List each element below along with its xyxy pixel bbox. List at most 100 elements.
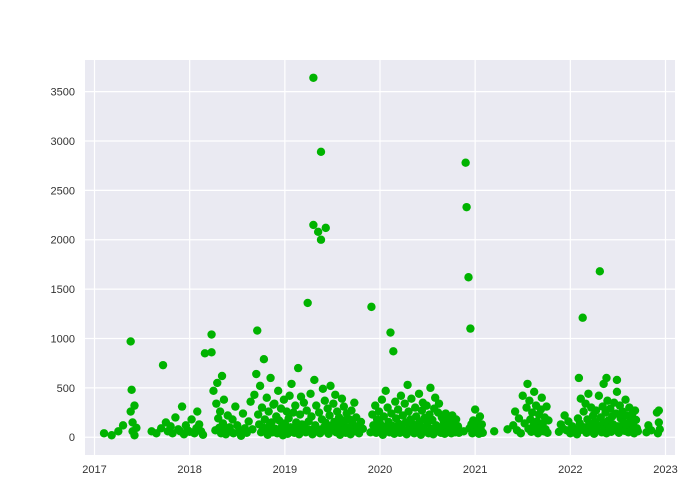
- scatter-point: [471, 405, 479, 413]
- scatter-point: [466, 324, 474, 332]
- scatter-point: [326, 382, 334, 390]
- scatter-point: [291, 401, 299, 409]
- y-tick-label: 500: [57, 383, 75, 395]
- scatter-point: [389, 347, 397, 355]
- scatter-point: [250, 391, 258, 399]
- scatter-point: [579, 407, 587, 415]
- scatter-point: [634, 427, 642, 435]
- scatter-point: [209, 387, 217, 395]
- scatter-point: [632, 416, 640, 424]
- scatter-point: [407, 395, 415, 403]
- scatter-point: [159, 361, 167, 369]
- scatter-chart: 2017201820192020202120222023050010001500…: [0, 0, 700, 500]
- scatter-point: [314, 228, 322, 236]
- scatter-point: [127, 386, 135, 394]
- scatter-point: [321, 396, 329, 404]
- scatter-point: [655, 406, 663, 414]
- scatter-point: [126, 337, 134, 345]
- scatter-point: [130, 401, 138, 409]
- scatter-point: [100, 429, 108, 437]
- y-tick-label: 1500: [51, 284, 75, 296]
- y-tick-label: 3500: [51, 87, 75, 99]
- scatter-point: [347, 406, 355, 414]
- scatter-point: [602, 374, 610, 382]
- scatter-point: [631, 406, 639, 414]
- scatter-point: [231, 402, 239, 410]
- scatter-point: [543, 429, 551, 437]
- y-tick-label: 1000: [51, 333, 75, 345]
- scatter-point: [285, 392, 293, 400]
- scatter-point: [544, 416, 552, 424]
- scatter-point: [252, 370, 260, 378]
- scatter-point: [220, 396, 228, 404]
- scatter-point: [248, 425, 256, 433]
- scatter-point: [260, 355, 268, 363]
- scatter-point: [253, 326, 261, 334]
- y-tick-label: 2000: [51, 235, 75, 247]
- scatter-point: [216, 407, 224, 415]
- scatter-point: [239, 409, 247, 417]
- scatter-point: [575, 374, 583, 382]
- scatter-point: [317, 236, 325, 244]
- scatter-point: [329, 399, 337, 407]
- x-tick-label: 2020: [368, 464, 392, 476]
- scatter-point: [317, 148, 325, 156]
- scatter-point: [207, 348, 215, 356]
- x-tick-label: 2018: [177, 464, 201, 476]
- scatter-point: [322, 224, 330, 232]
- scatter-point: [519, 392, 527, 400]
- scatter-point: [264, 407, 272, 415]
- scatter-point: [382, 387, 390, 395]
- scatter-point: [294, 364, 302, 372]
- scatter-point: [319, 385, 327, 393]
- scatter-point: [584, 390, 592, 398]
- y-tick-label: 3000: [51, 136, 75, 148]
- scatter-point: [270, 399, 278, 407]
- scatter-point: [538, 394, 546, 402]
- scatter-point: [378, 396, 386, 404]
- scatter-point: [309, 221, 317, 229]
- scatter-point: [274, 387, 282, 395]
- scatter-point: [386, 328, 394, 336]
- scatter-point: [207, 330, 215, 338]
- scatter-point: [478, 420, 486, 428]
- y-tick-label: 0: [69, 432, 75, 444]
- scatter-point: [287, 380, 295, 388]
- scatter-point: [244, 417, 252, 425]
- scatter-point: [212, 399, 220, 407]
- scatter-point: [263, 394, 271, 402]
- scatter-point: [464, 273, 472, 281]
- scatter-point: [256, 382, 264, 390]
- scatter-point: [367, 303, 375, 311]
- scatter-point: [359, 425, 367, 433]
- scatter-point: [578, 314, 586, 322]
- scatter-point: [426, 384, 434, 392]
- scatter-point: [403, 381, 411, 389]
- scatter-point: [525, 396, 533, 404]
- scatter-point: [461, 159, 469, 167]
- scatter-point: [401, 399, 409, 407]
- scatter-point: [338, 395, 346, 403]
- x-tick-label: 2021: [463, 464, 487, 476]
- scatter-point: [266, 374, 274, 382]
- scatter-point: [213, 379, 221, 387]
- scatter-point: [530, 388, 538, 396]
- scatter-point: [415, 390, 423, 398]
- scatter-point: [199, 431, 207, 439]
- scatter-point: [422, 401, 430, 409]
- scatter-point: [187, 415, 195, 423]
- scatter-point: [310, 376, 318, 384]
- scatter-point: [193, 407, 201, 415]
- scatter-point: [178, 402, 186, 410]
- x-tick-label: 2017: [82, 464, 106, 476]
- scatter-point: [476, 412, 484, 420]
- scatter-point: [171, 413, 179, 421]
- scatter-point: [307, 412, 315, 420]
- scatter-point: [130, 431, 138, 439]
- scatter-point: [462, 203, 470, 211]
- scatter-point: [490, 427, 498, 435]
- x-tick-label: 2019: [273, 464, 297, 476]
- scatter-point: [613, 388, 621, 396]
- scatter-point: [309, 74, 317, 82]
- scatter-point: [656, 425, 664, 433]
